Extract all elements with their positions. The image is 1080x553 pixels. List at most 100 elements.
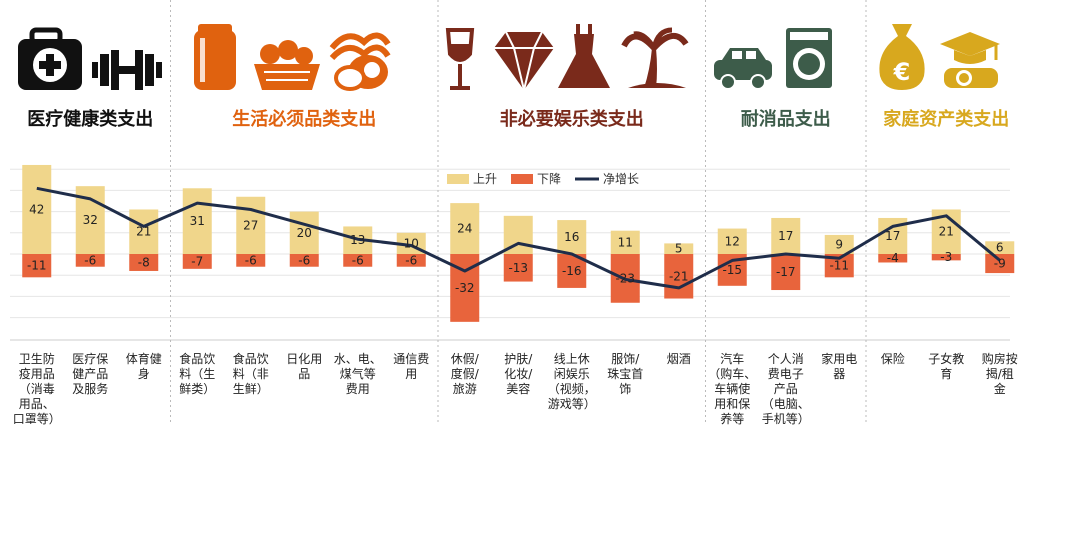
group-titles: 医疗健康类支出 生活必须品类支出 非必要娱乐类支出 耐消品支出 家庭资产类支出	[27, 108, 1009, 130]
category-label: 购房按揭/租金	[982, 351, 1018, 396]
legend: 上升 下降 净增长	[447, 172, 639, 186]
group-icons: €	[18, 24, 1000, 91]
bar-decrease	[503, 254, 533, 282]
decrease-label: -7	[191, 254, 203, 268]
category-label: 子女教育	[928, 351, 964, 381]
svg-text:€: €	[893, 58, 911, 86]
bar-increase	[557, 220, 587, 254]
decrease-label: -13	[508, 261, 528, 275]
category-label: 汽车（购车、车辆使用和保养等	[708, 351, 756, 426]
bar-decrease	[129, 254, 159, 271]
increase-label: 6	[996, 241, 1004, 255]
first-aid-kit-icon	[18, 27, 82, 90]
bar-increase	[824, 234, 854, 254]
increase-label: 27	[243, 218, 258, 232]
net-growth-line	[36, 186, 1001, 290]
category-label: 个人消费电子产品（电脑、手机等）	[762, 352, 810, 426]
increase-label: 32	[83, 213, 98, 227]
decrease-label: -21	[669, 269, 689, 283]
category-label: 卫生防疫用品（消毒用品、口罩等）	[13, 351, 61, 426]
bar-increase	[664, 243, 694, 254]
increase-label: 9	[835, 237, 843, 251]
bar-decrease	[878, 254, 908, 263]
category-label: 通信费用	[393, 352, 429, 381]
bar-decrease	[396, 254, 426, 267]
net-line	[36, 186, 1001, 290]
increase-label: 17	[885, 229, 900, 243]
increase-label: 24	[457, 222, 472, 236]
group-title: 医疗健康类支出	[27, 108, 153, 130]
bacon-egg-icon	[329, 32, 391, 91]
category-label: 保险	[881, 351, 905, 366]
bar-decrease	[343, 254, 373, 267]
increase-label: 5	[675, 242, 683, 256]
category-label: 体育健身	[126, 351, 162, 381]
increase-label: 11	[618, 235, 633, 249]
bar-decrease	[236, 254, 266, 267]
increase-label: 13	[350, 233, 365, 247]
legend-label-decrease: 下降	[537, 172, 561, 186]
decrease-label: -6	[245, 253, 257, 267]
diamond-icon	[494, 31, 554, 91]
bar-decrease	[75, 254, 105, 267]
group-title: 生活必须品类支出	[232, 108, 376, 130]
decrease-label: -4	[887, 251, 899, 265]
washing-machine-icon	[786, 28, 832, 88]
increase-label: 20	[297, 226, 312, 240]
category-label: 家用电器	[821, 351, 857, 381]
vegetable-basket-icon	[254, 40, 320, 90]
bar-decrease	[931, 254, 961, 261]
increase-label: 16	[564, 230, 579, 244]
dress-icon	[558, 24, 610, 88]
bar-increase	[717, 228, 747, 254]
palm-tree-icon	[621, 27, 689, 88]
decrease-label: -6	[405, 253, 417, 267]
group-title: 耐消品支出	[741, 108, 831, 130]
category-label: 食品饮料（生鲜类）	[179, 351, 215, 396]
category-label: 食品饮料（非生鲜）	[233, 351, 269, 396]
bar-decrease	[824, 254, 854, 278]
bars	[22, 164, 1015, 322]
increase-label: 21	[136, 225, 151, 239]
category-label: 护肤/化妆/美容	[504, 351, 533, 396]
bar-increase	[289, 211, 319, 254]
bar-increase	[450, 203, 480, 254]
bar-increase	[236, 196, 266, 254]
wine-glass-icon	[445, 28, 475, 90]
graduation-cap-icon	[940, 32, 1000, 88]
bar-decrease	[22, 254, 52, 278]
bar-decrease	[182, 254, 212, 269]
dumbbell-icon	[92, 50, 162, 90]
decrease-label: -11	[27, 259, 47, 273]
category-label: 服饰/珠宝首饰	[607, 352, 643, 396]
decrease-label: -32	[455, 281, 475, 295]
increase-label: 42	[29, 202, 44, 216]
group-separators	[170, 0, 867, 425]
increase-label: 21	[939, 225, 954, 239]
category-label: 休假/度假/旅游	[451, 352, 480, 396]
decrease-label: -23	[615, 271, 635, 285]
bar-decrease	[289, 254, 319, 267]
increase-label: 31	[190, 214, 205, 228]
car-icon	[714, 48, 772, 90]
soda-can-icon	[194, 24, 236, 90]
category-label: 医疗保健产品及服务	[72, 352, 108, 396]
legend-label-increase: 上升	[473, 172, 497, 186]
category-label: 烟酒	[667, 352, 691, 366]
decrease-label: -9	[994, 257, 1006, 271]
bar-increase	[610, 230, 640, 254]
decrease-label: -15	[722, 263, 742, 277]
decrease-label: -6	[298, 253, 310, 267]
bar-increase	[985, 241, 1015, 254]
legend-swatch-increase	[447, 174, 469, 184]
decrease-label: -16	[562, 264, 582, 278]
bar-increase	[771, 217, 801, 254]
category-label: 线上休闲娱乐（视频，游戏等）	[548, 352, 596, 411]
group-title: 非必要娱乐类支出	[500, 108, 644, 130]
group-title: 家庭资产类支出	[883, 108, 1009, 130]
money-bag-icon: €	[879, 24, 925, 90]
bar-increase	[129, 209, 159, 254]
value-labels: 42 -11 32 -6 21 -8 31 -7 27 -6 20 -6 13 -6 10 -6 24 -32 -1…	[27, 202, 1006, 294]
legend-swatch-decrease	[511, 174, 533, 184]
